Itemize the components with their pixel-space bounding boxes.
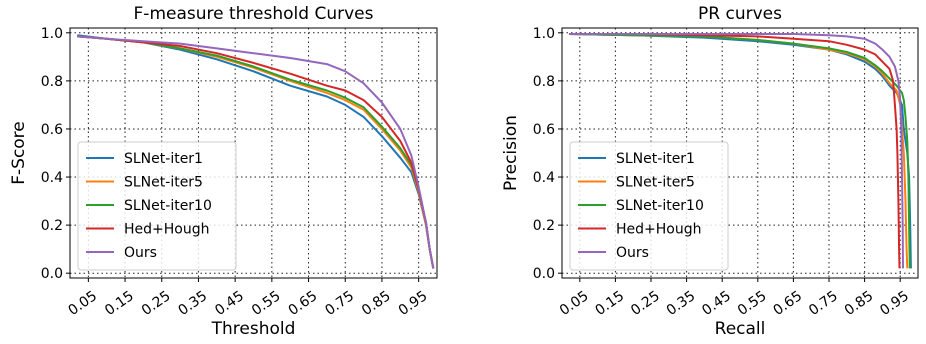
x-tick-label: 0.35 [176, 288, 211, 319]
x-tick-label: 0.85 [359, 288, 394, 319]
chart-title: PR curves [698, 4, 782, 24]
legend-label: SLNet-iter10 [124, 198, 212, 214]
y-tick-label: 0.0 [41, 266, 63, 282]
legend-label: SLNet-iter1 [616, 151, 695, 167]
x-axis-label: Recall [715, 319, 766, 339]
y-axis-label: Precision [501, 115, 521, 191]
x-tick-label: 0.55 [735, 288, 770, 319]
chart-panel-2: 0.05 0.15 0.25 0.35 0.45 0.55 0.65 0.75 0.85 0.95… [501, 4, 919, 339]
x-tick-label: 0.05 [557, 288, 592, 319]
y-tick-label: 0.2 [41, 218, 63, 234]
x-tick-label: 0.05 [65, 288, 100, 319]
x-tick-label: 0.75 [322, 288, 357, 319]
y-tick-label: 0.4 [533, 170, 555, 186]
legend-label: Ours [124, 245, 157, 261]
legend-box [77, 141, 237, 271]
legend-label: SLNet-iter1 [124, 151, 203, 167]
legend-box [569, 141, 729, 271]
series-line-slnet-iter10 [569, 33, 911, 269]
x-tick-label: 0.45 [699, 288, 734, 319]
y-tick-label: 0.2 [533, 218, 555, 234]
legend-label: SLNet-iter5 [124, 175, 203, 191]
series-line-hed-hough [569, 33, 901, 269]
axes-frame [69, 27, 438, 279]
x-tick-label: 0.25 [628, 288, 663, 319]
axes-frame [561, 27, 919, 279]
legend-label: Ours [616, 245, 649, 261]
x-tick-label: 0.45 [212, 288, 247, 319]
y-tick-label: 0.6 [533, 122, 555, 138]
chart-title: F-measure threshold Curves [134, 4, 374, 24]
y-tick-label: 0.0 [533, 266, 555, 282]
legend-label: SLNet-iter10 [616, 198, 704, 214]
legend-label: Hed+Hough [124, 222, 209, 238]
x-tick-label: 0.65 [286, 288, 321, 319]
x-tick-label: 0.15 [102, 288, 137, 319]
y-axis-label: F-Score [9, 121, 29, 185]
chart-panel-1: 0.05 0.15 0.25 0.35 0.45 0.55 0.65 0.75 0.85 0.95… [9, 4, 438, 339]
y-tick-label: 0.8 [533, 74, 555, 90]
y-tick-label: 0.4 [41, 170, 63, 186]
x-axis-label: Threshold [211, 319, 296, 339]
series-line-ours [569, 33, 904, 269]
series-line-ours [77, 35, 435, 269]
x-tick-label: 0.15 [592, 288, 627, 319]
x-tick-label: 0.95 [877, 288, 912, 319]
x-tick-label: 0.75 [806, 288, 841, 319]
x-tick-label: 0.55 [249, 288, 284, 319]
legend-label: Hed+Hough [616, 222, 701, 238]
y-tick-label: 1.0 [41, 26, 63, 42]
y-tick-label: 1.0 [533, 26, 555, 42]
x-tick-label: 0.35 [664, 288, 699, 319]
legend-label: SLNet-iter5 [616, 175, 695, 191]
x-tick-label: 0.65 [770, 288, 805, 319]
x-tick-label: 0.25 [139, 288, 174, 319]
x-tick-label: 0.95 [396, 288, 431, 319]
y-tick-label: 0.6 [41, 122, 63, 138]
y-tick-label: 0.8 [41, 74, 63, 90]
x-tick-label: 0.85 [842, 288, 877, 319]
